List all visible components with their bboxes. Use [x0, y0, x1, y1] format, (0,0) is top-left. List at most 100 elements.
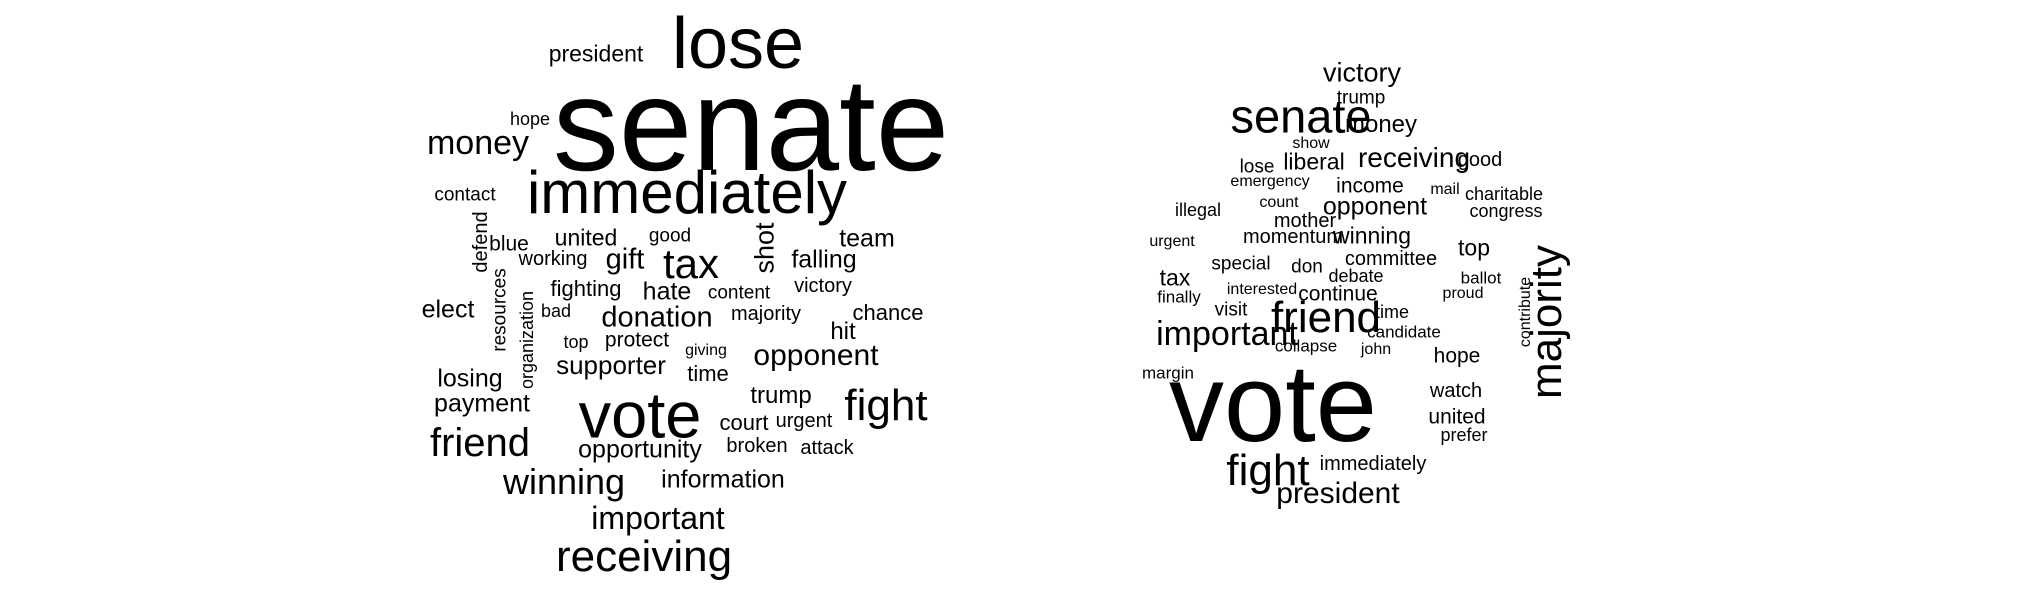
word-time: time	[1374, 302, 1410, 322]
word-team: team	[839, 224, 895, 253]
word-lose: lose	[671, 4, 805, 84]
word-proud: proud	[1442, 285, 1484, 302]
word-hope: hope	[509, 109, 551, 129]
word-top: top	[563, 332, 589, 352]
word-mail: mail	[1430, 181, 1460, 198]
word-information: information	[661, 465, 785, 494]
word-urgent: urgent	[1149, 233, 1195, 250]
word-momentum: momentum	[1242, 226, 1344, 248]
word-payment: payment	[434, 389, 530, 418]
word-vote: vote	[1169, 342, 1377, 465]
word-candidate: candidate	[1367, 322, 1441, 342]
word-hope: hope	[1433, 344, 1481, 368]
word-receiving: receiving	[555, 532, 733, 581]
word-chance: chance	[852, 300, 924, 325]
word-bad: bad	[540, 301, 572, 321]
word-money: money	[1344, 111, 1418, 138]
word-tax: tax	[1159, 264, 1191, 291]
word-emergency: emergency	[1230, 173, 1310, 190]
word-opportunity: opportunity	[578, 435, 702, 464]
word-winning: winning	[1333, 222, 1411, 249]
word-income: income	[1336, 174, 1404, 198]
word-immediately: immediately	[526, 159, 848, 226]
word-important: important	[1156, 315, 1298, 353]
word-friend: friend	[1270, 293, 1382, 342]
word-special: special	[1211, 253, 1271, 275]
word-continue: continue	[1298, 282, 1378, 306]
word-lose: lose	[1239, 156, 1275, 178]
word-president: president	[1276, 477, 1400, 510]
word-urgent: urgent	[775, 410, 833, 432]
word-cloud-left: senate lose president hope money immediately c…	[0, 0, 1016, 598]
word-losing: losing	[437, 364, 503, 393]
word-illegal: illegal	[1174, 200, 1222, 220]
word-shot: shot	[749, 222, 780, 274]
word-charitable: charitable	[1464, 184, 1544, 204]
word-good: good	[648, 225, 692, 247]
word-visit: visit	[1214, 299, 1248, 321]
word-fight: fight	[844, 381, 928, 430]
word-united: united	[554, 224, 618, 251]
word-top: top	[1458, 234, 1490, 261]
word-defend: defend	[470, 211, 492, 273]
word-giving: giving	[685, 342, 727, 359]
word-committee: committee	[1344, 248, 1438, 270]
word-winning: winning	[502, 461, 626, 502]
word-trump: trump	[750, 382, 812, 409]
word-watch: watch	[1429, 380, 1483, 402]
word-victory: victory	[794, 275, 852, 297]
word-senate: senate	[1230, 89, 1372, 143]
word-ballot: ballot	[1460, 268, 1502, 288]
word-united: united	[1428, 405, 1486, 429]
word-don: don	[1291, 256, 1323, 278]
word-content: content	[707, 282, 771, 304]
word-hate: hate	[642, 277, 692, 306]
word-important: important	[591, 500, 725, 536]
word-collapse: collapse	[1274, 336, 1338, 356]
word-gift: gift	[605, 243, 645, 276]
word-prefer: prefer	[1440, 425, 1488, 445]
word-debate: debate	[1328, 266, 1384, 286]
word-majority: majority	[730, 303, 802, 325]
word-falling: falling	[791, 245, 857, 274]
word-blue: blue	[489, 232, 529, 256]
word-resources: resources	[489, 268, 511, 352]
word-friend: friend	[429, 421, 531, 465]
word-vote: vote	[578, 378, 702, 452]
word-cloud-right: victory trump senate money show lose liberal re…	[1016, 0, 2033, 598]
word-receiving: receiving	[1357, 142, 1471, 173]
word-hit: hit	[830, 318, 856, 345]
word-margin: margin	[1142, 363, 1194, 383]
word-attack: attack	[800, 437, 854, 459]
word-elect: elect	[421, 295, 475, 324]
word-protect: protect	[604, 328, 670, 352]
word-liberal: liberal	[1283, 148, 1345, 175]
word-senate: senate	[552, 51, 950, 198]
word-trump: trump	[1336, 87, 1386, 109]
word-contact: contact	[434, 184, 496, 206]
word-money: money	[426, 124, 530, 162]
word-opponent: opponent	[1322, 192, 1428, 221]
word-president: president	[548, 40, 644, 67]
word-interested: interested	[1226, 281, 1298, 298]
word-fighting: fighting	[550, 276, 622, 301]
word-court: court	[719, 410, 769, 435]
word-immediately: immediately	[1319, 453, 1427, 475]
word-time: time	[687, 361, 729, 386]
word-good: good	[1457, 149, 1503, 171]
word-donation: donation	[601, 301, 713, 334]
word-broken: broken	[726, 435, 788, 457]
word-show: show	[1292, 135, 1330, 152]
word-congress: congress	[1469, 201, 1543, 221]
word-opponent: opponent	[753, 339, 879, 372]
word-working: working	[518, 248, 588, 270]
word-victory: victory	[1322, 57, 1402, 88]
word-tax: tax	[662, 240, 720, 287]
word-supporter: supporter	[556, 350, 666, 380]
word-fight: fight	[1226, 446, 1310, 495]
word-john: john	[1360, 341, 1392, 358]
word-mother: mother	[1273, 210, 1337, 232]
word-finally: finally	[1157, 287, 1201, 307]
word-count: count	[1259, 194, 1299, 211]
word-organization: organization	[517, 290, 537, 390]
